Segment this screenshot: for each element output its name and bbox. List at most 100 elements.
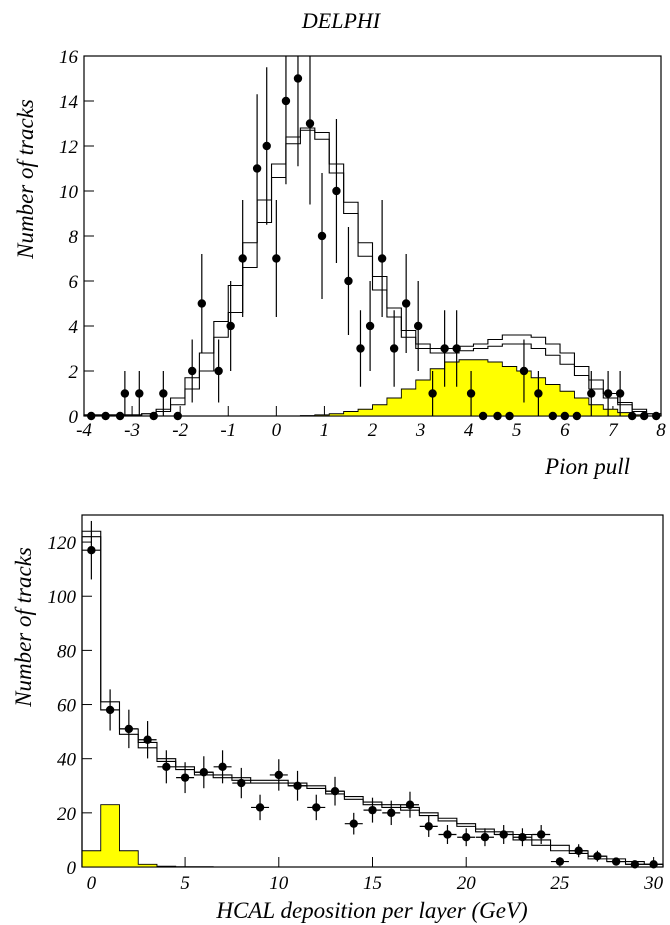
y-tick-label: 8 (69, 227, 79, 248)
data-point (305, 119, 315, 128)
data-point (180, 773, 190, 782)
hcal-y-tick-labels: 0 20 40 60 80 100 120 (48, 533, 77, 879)
data-point (405, 800, 415, 809)
pion-pull-background-histogram (84, 359, 661, 417)
data-point (639, 411, 649, 421)
data-point (332, 186, 341, 196)
data-point (593, 851, 602, 861)
data-point (293, 781, 302, 790)
data-point (615, 389, 625, 398)
x-tick-label: 0 (87, 873, 97, 894)
data-point (197, 299, 207, 308)
data-point (272, 254, 281, 263)
mc-histogram-alt (83, 127, 662, 416)
data-point (452, 344, 461, 353)
data-point (413, 321, 423, 331)
data-point (480, 833, 490, 842)
data-point (377, 254, 387, 263)
x-tick-label: 20 (457, 873, 477, 894)
x-tick-label: 30 (643, 873, 664, 894)
data-point (505, 411, 514, 421)
data-point (534, 389, 543, 398)
pion-pull-y-axis-label: Number of tracks (13, 99, 38, 260)
y-tick-label: 0 (69, 407, 79, 428)
background-histogram (81, 804, 663, 868)
y-tick-label: 60 (57, 696, 77, 717)
y-tick-label: 12 (59, 137, 79, 158)
y-tick-label: 120 (48, 533, 77, 554)
data-point (349, 819, 358, 828)
pion-pull-mc-histograms (83, 127, 662, 416)
data-point (603, 389, 613, 398)
data-point (443, 830, 452, 839)
x-tick-label: -1 (220, 420, 236, 441)
figure-title: DELPHI (301, 8, 382, 33)
data-point (105, 705, 115, 715)
x-tick-label: 3 (415, 420, 426, 441)
data-point (478, 411, 488, 421)
x-tick-label: -2 (172, 420, 188, 441)
x-tick-label: 8 (656, 420, 666, 441)
x-tick-label: 0 (272, 420, 282, 441)
data-point (651, 411, 661, 421)
pion-pull-x-axis-label: Pion pull (544, 454, 630, 479)
x-tick-label: 10 (269, 873, 289, 894)
x-tick-label: 4 (464, 420, 474, 441)
data-point (143, 735, 152, 744)
data-point (317, 231, 327, 241)
data-point (555, 857, 565, 866)
hcal-x-tick-labels: 0 5 10 15 20 25 30 (87, 873, 664, 894)
data-point (101, 411, 110, 421)
data-point (262, 141, 271, 151)
data-point (312, 803, 321, 812)
data-point (124, 724, 134, 734)
data-point (173, 411, 182, 421)
data-point (187, 366, 197, 376)
hcal-data-points (82, 520, 663, 869)
data-point (428, 389, 437, 398)
data-point (630, 860, 640, 869)
data-point (519, 366, 529, 376)
data-point (389, 344, 399, 353)
data-point (87, 411, 96, 421)
y-tick-label: 40 (57, 750, 77, 771)
x-tick-label: 6 (560, 420, 570, 441)
data-point (518, 833, 527, 842)
data-point (120, 389, 130, 398)
data-point (536, 830, 546, 839)
data-point (162, 762, 171, 772)
data-point (462, 833, 471, 842)
y-tick-label: 14 (59, 92, 79, 113)
x-tick-label: -3 (124, 420, 140, 441)
data-point (115, 411, 125, 421)
y-tick-label: 20 (57, 804, 77, 825)
data-point (87, 546, 96, 555)
data-point (218, 762, 227, 772)
data-point (135, 389, 144, 398)
data-point (649, 860, 658, 869)
data-point (560, 411, 570, 421)
x-tick-label: 7 (608, 420, 619, 441)
hcal-x-axis-label: HCAL deposition per layer (GeV) (215, 898, 527, 923)
data-point (238, 254, 247, 263)
x-tick-label: 5 (512, 420, 522, 441)
data-point (199, 768, 209, 777)
hcal-y-axis-label: Number of tracks (11, 547, 36, 708)
data-point (356, 344, 365, 353)
pion-pull-y-tick-labels: 0 2 4 6 8 10 12 14 16 (59, 47, 79, 428)
data-point (237, 778, 246, 788)
data-point (401, 299, 411, 308)
data-point (344, 276, 353, 286)
y-tick-label: 10 (59, 182, 79, 203)
data-point (149, 411, 158, 421)
x-tick-label: 15 (363, 873, 382, 894)
data-point (281, 96, 291, 106)
x-tick-label: 2 (368, 420, 378, 441)
data-point (466, 389, 476, 398)
y-tick-label: 6 (69, 272, 79, 293)
data-point (587, 389, 596, 398)
data-point (252, 164, 262, 173)
data-point (548, 411, 558, 421)
